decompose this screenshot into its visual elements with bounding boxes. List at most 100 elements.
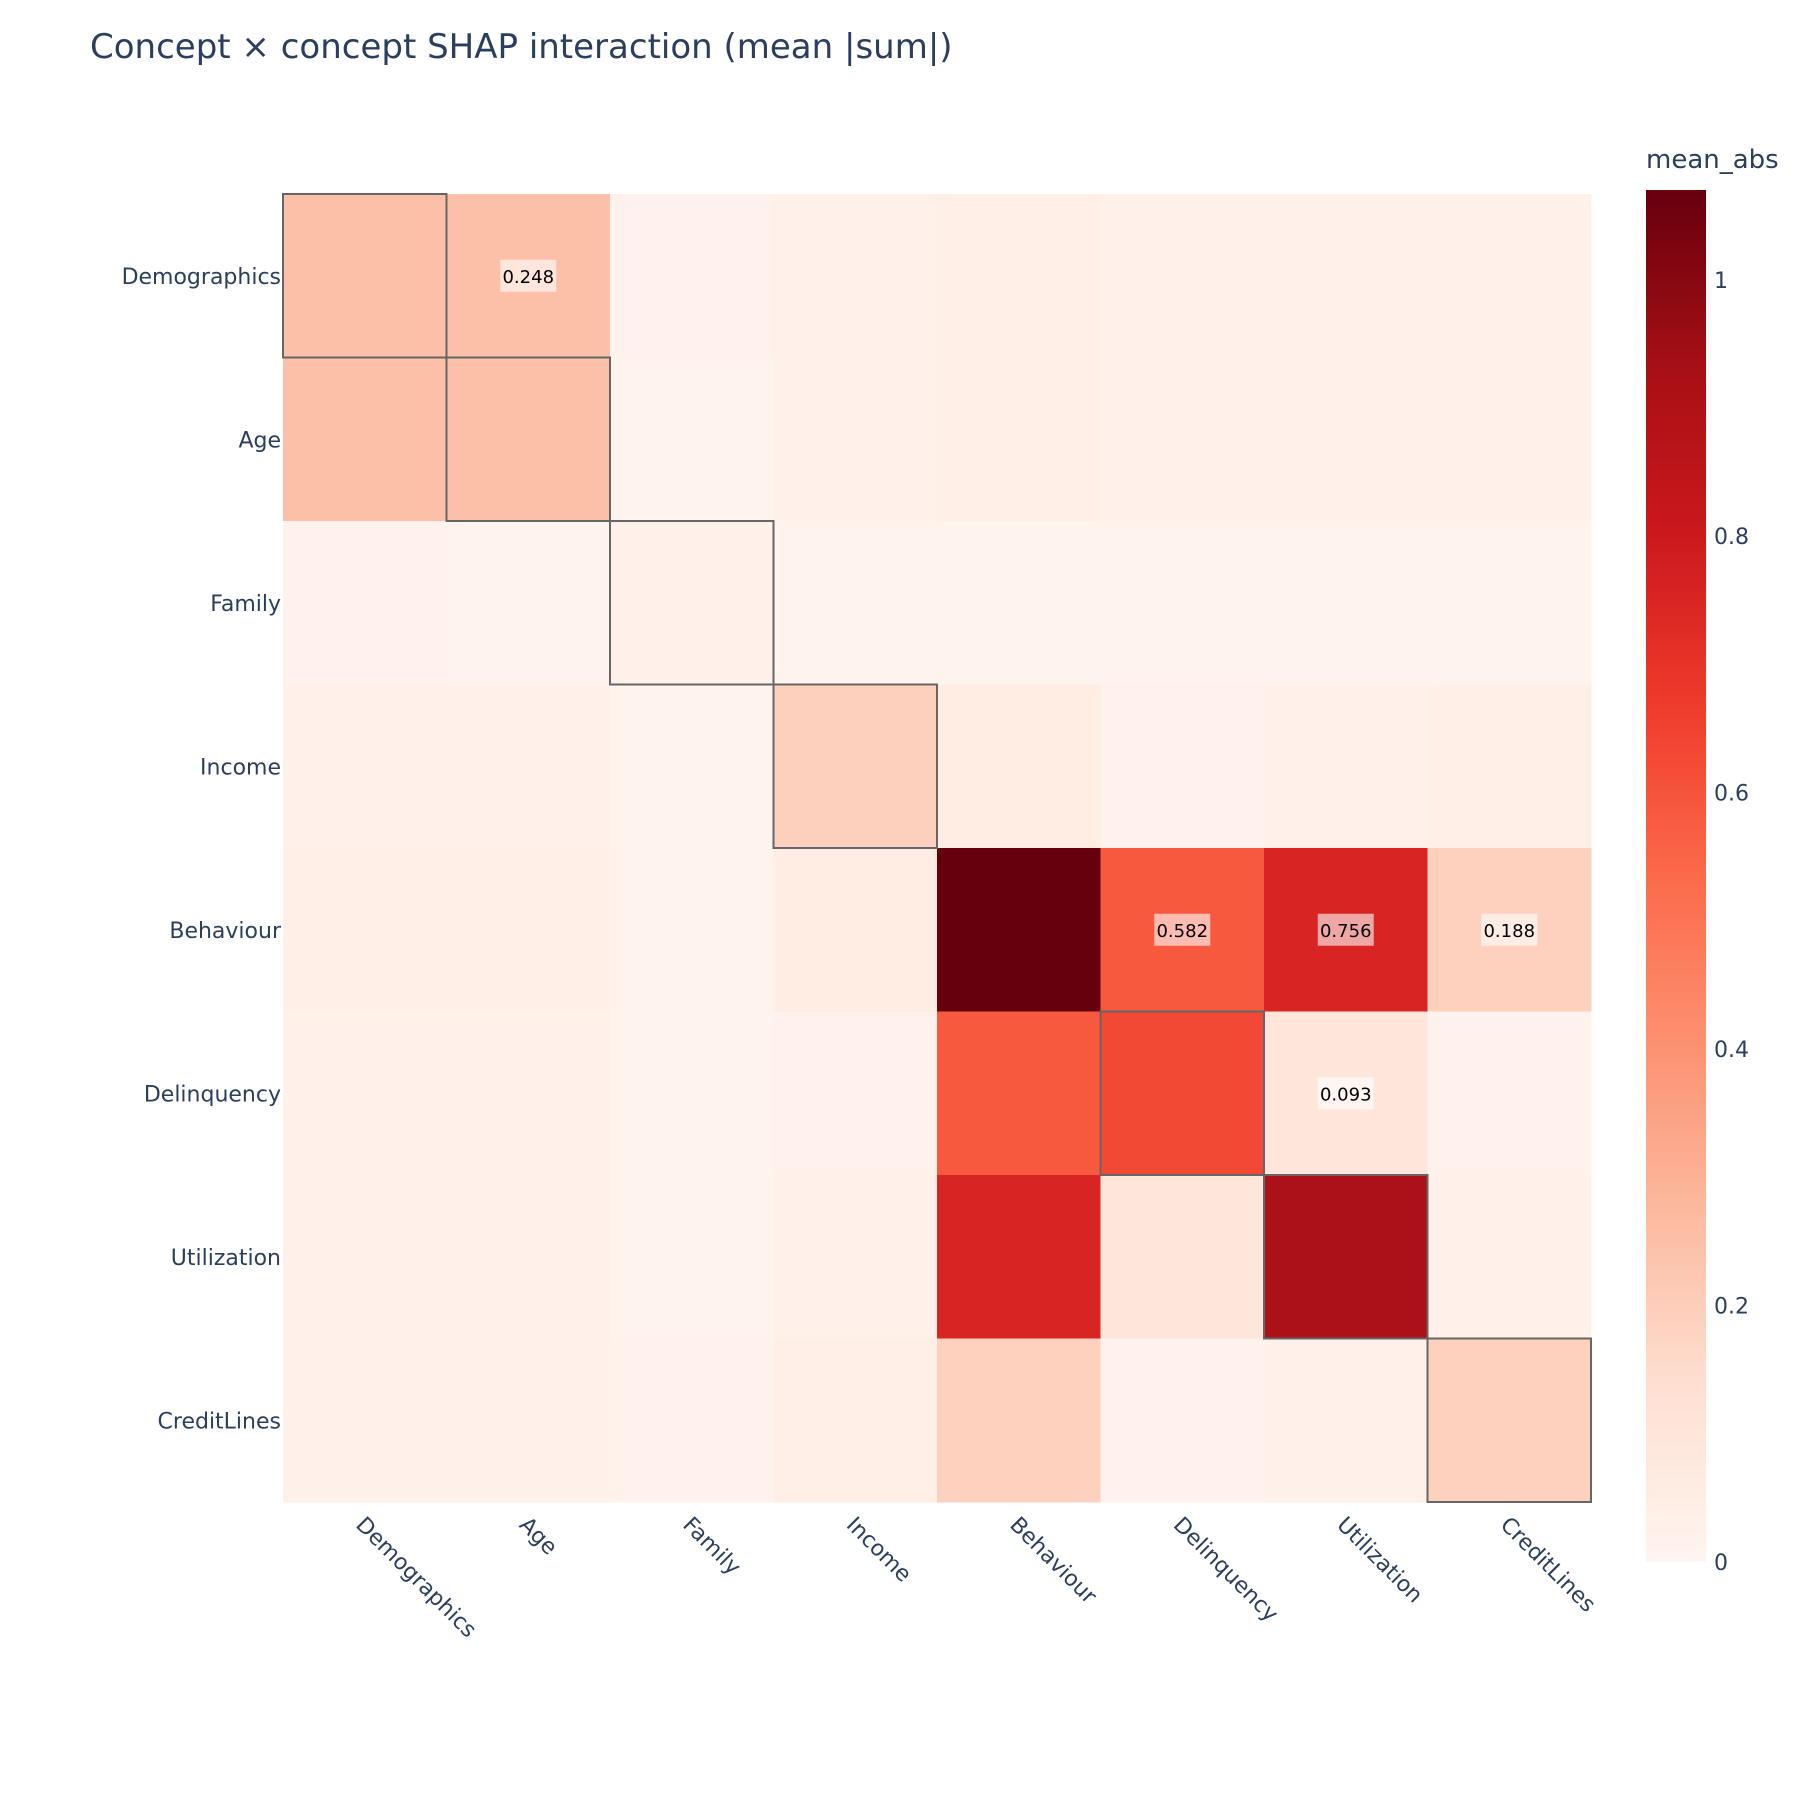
heatmap-cell <box>773 684 938 849</box>
heatmap-cell <box>610 1175 774 1339</box>
heatmap-cell <box>773 521 938 685</box>
heatmap-cell <box>773 1338 938 1503</box>
heatmap-cell <box>1264 521 1428 685</box>
x-tick-label: Delinquency <box>1168 1513 1283 1628</box>
heatmap-cell <box>610 1011 774 1176</box>
heatmap-cell <box>1264 1338 1428 1503</box>
x-tick-label: CreditLines <box>1495 1513 1600 1618</box>
heatmap-cell <box>610 684 774 849</box>
heatmap-cell <box>937 848 1101 1012</box>
heatmap-cell <box>1427 1011 1592 1176</box>
heatmap-cell <box>1264 684 1428 849</box>
heatmap-cell <box>446 1011 611 1176</box>
annotation-background <box>1317 1077 1374 1110</box>
colorbar-ticks: 0 0.2 0.4 0.6 0.8 1 <box>1714 269 1749 1576</box>
heatmap-cell <box>1264 357 1428 522</box>
y-tick-label: Age <box>238 428 281 453</box>
colorbar-tick-label: 0.8 <box>1714 525 1749 550</box>
heatmap-cell <box>1100 521 1265 685</box>
heatmap-cell <box>937 1338 1101 1503</box>
heatmap-cell <box>283 357 447 522</box>
heatmap-cell <box>1427 684 1592 849</box>
cell-annotation: 0.188 <box>1483 921 1535 942</box>
x-tick-label: Income <box>841 1513 916 1588</box>
highlighted-cell-outline <box>445 356 611 522</box>
chart-title: Concept × concept SHAP interaction (mean… <box>90 27 953 67</box>
y-tick-label: Delinquency <box>144 1082 281 1107</box>
heatmap-cell <box>937 1011 1101 1176</box>
heatmap-cell <box>283 521 447 685</box>
cell-annotations: 0.248 0.582 0.756 0.188 0.093 <box>500 259 1538 1110</box>
heatmap-cell <box>1427 1338 1592 1503</box>
heatmap-cell <box>1427 521 1592 685</box>
y-axis-tick-labels: Demographics Age Family Income Behaviour Deli… <box>122 265 282 1435</box>
heatmap-cell <box>937 194 1101 358</box>
heatmap-cell <box>446 848 611 1012</box>
highlighted-cell-outline <box>282 193 448 359</box>
x-tick-label: Behaviour <box>1005 1513 1102 1610</box>
colorbar-title: mean_abs <box>1646 145 1779 175</box>
heatmap-cell <box>446 1338 611 1503</box>
heatmap-cell <box>610 357 774 522</box>
annotation-background <box>500 259 557 292</box>
heatmap-cell <box>1427 194 1592 358</box>
heatmap-cell <box>1100 1175 1265 1339</box>
heatmap-cell <box>1427 1175 1592 1339</box>
colorbar-tick-label: 0.2 <box>1714 1295 1749 1320</box>
highlighted-cell-outline <box>772 683 938 849</box>
colorbar: mean_abs 0 0.2 0.4 0.6 0.8 1 <box>1646 145 1779 1576</box>
colorbar-tick-label: 1 <box>1714 269 1728 294</box>
heatmap-cell <box>773 848 938 1012</box>
colorbar-tick-label: 0.4 <box>1714 1038 1749 1063</box>
highlighted-cell-outline <box>1263 1174 1429 1340</box>
heatmap-cell <box>610 848 774 1012</box>
heatmap-cell <box>773 357 938 522</box>
x-tick-label: Utilization <box>1332 1513 1428 1609</box>
y-tick-label: Demographics <box>122 265 281 290</box>
highlighted-cell-outline <box>1099 1010 1265 1176</box>
cell-annotation: 0.582 <box>1156 921 1208 942</box>
heatmap-cell <box>773 1011 938 1176</box>
annotation-background <box>1154 913 1211 946</box>
heatmap-cell <box>610 1338 774 1503</box>
heatmap-cell <box>1100 357 1265 522</box>
heatmap-cell <box>283 1175 447 1339</box>
heatmap-cell <box>1100 1011 1265 1176</box>
heatmap-cell <box>1264 1175 1428 1339</box>
colorbar-tick-label: 0 <box>1714 1551 1728 1576</box>
cell-annotation: 0.248 <box>502 267 554 288</box>
highlighted-cell-outline <box>609 520 775 686</box>
heatmap-cell <box>937 357 1101 522</box>
y-tick-label: Utilization <box>171 1246 281 1271</box>
annotation-background <box>1481 913 1538 946</box>
cell-annotation: 0.093 <box>1320 1084 1372 1105</box>
x-tick-label: Age <box>514 1513 562 1561</box>
colorbar-gradient <box>1646 190 1706 1562</box>
heatmap-cell <box>610 194 774 358</box>
heatmap-cells <box>283 194 1592 1503</box>
cell-annotation: 0.756 <box>1320 921 1372 942</box>
heatmap-cell <box>283 848 447 1012</box>
highlighted-cell-outline <box>1426 1337 1592 1503</box>
diagonal-highlights <box>282 193 1592 1503</box>
y-tick-label: CreditLines <box>158 1409 281 1434</box>
colorbar-tick-label: 0.6 <box>1714 782 1749 807</box>
heatmap-cell <box>446 684 611 849</box>
heatmap-cell <box>283 1011 447 1176</box>
heatmap-cell <box>1427 357 1592 522</box>
y-tick-label: Family <box>210 592 281 617</box>
heatmap-cell <box>1264 194 1428 358</box>
x-tick-label: Demographics <box>351 1513 481 1643</box>
heatmap-cell <box>283 684 447 849</box>
heatmap-cell <box>773 1175 938 1339</box>
y-tick-label: Income <box>200 755 281 780</box>
heatmap-cell <box>446 357 611 522</box>
heatmap-cell <box>937 1175 1101 1339</box>
x-tick-label: Family <box>678 1513 746 1581</box>
heatmap-cell <box>610 521 774 685</box>
y-tick-label: Behaviour <box>169 919 282 944</box>
heatmap-cell <box>446 1175 611 1339</box>
heatmap-cell <box>773 194 938 358</box>
heatmap-cell <box>446 521 611 685</box>
